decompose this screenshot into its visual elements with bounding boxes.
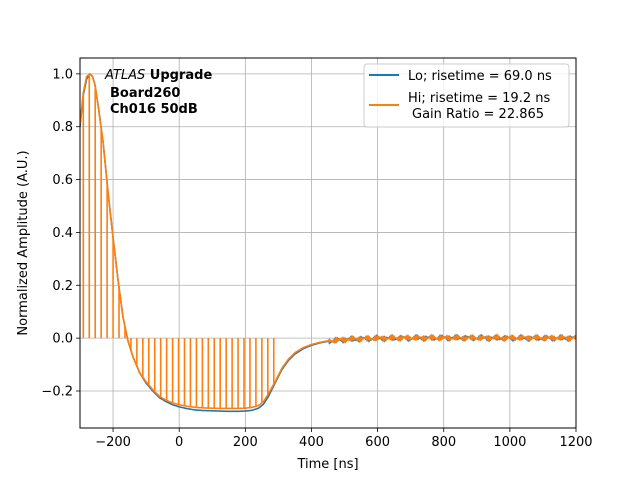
y-tick-label: 1.0 xyxy=(52,67,73,82)
legend: Lo; risetime = 69.0 ns Hi; risetime = 19… xyxy=(363,63,570,128)
y-tick-label: 0.8 xyxy=(52,120,73,135)
x-tick-label: 1200 xyxy=(559,435,592,450)
annotation-line-3: Ch016 50dB xyxy=(110,102,198,117)
legend-box xyxy=(363,63,570,128)
y-tick-label: −0.2 xyxy=(41,385,73,400)
plot-frame xyxy=(79,57,577,429)
x-tick-label: 1000 xyxy=(493,435,526,450)
x-tick-label: 400 xyxy=(299,435,324,450)
annotation-line-1: ATLAS Upgrade xyxy=(104,68,212,83)
y-tick-label: 0.4 xyxy=(52,226,73,241)
x-tick-label: 800 xyxy=(431,435,456,450)
legend-label-gain: Gain Ratio = 22.865 xyxy=(412,107,544,122)
annotation: ATLAS Upgrade Board260 Ch016 50dB xyxy=(104,68,212,117)
series-line-1 xyxy=(80,72,576,410)
x-axis-label: Time [ns] xyxy=(296,457,358,472)
annotation-line-2: Board260 xyxy=(110,86,180,101)
annotation-atlas: ATLAS xyxy=(104,68,145,83)
x-tick-label: 200 xyxy=(233,435,258,450)
series-spikes-1 xyxy=(82,74,275,409)
legend-label-hi: Hi; risetime = 19.2 ns xyxy=(408,91,550,106)
annotation-upgrade: Upgrade xyxy=(145,68,212,83)
legend-label-lo: Lo; risetime = 69.0 ns xyxy=(408,69,552,84)
x-tick-label: −200 xyxy=(95,435,131,450)
y-tick-label: 0.6 xyxy=(52,173,73,188)
y-axis-label: Normalized Amplitude (A.U.) xyxy=(16,150,31,335)
y-tick-label: 0.2 xyxy=(52,279,73,294)
x-tick-label: 600 xyxy=(365,435,390,450)
y-tick-label: 0.0 xyxy=(52,332,73,347)
x-tick-label: 0 xyxy=(175,435,183,450)
series-layer xyxy=(80,72,576,413)
ticks: −200 0 200 400 600 800 1000 1200 −0.2 0.0 0.2 0.4 0.… xyxy=(41,67,592,450)
